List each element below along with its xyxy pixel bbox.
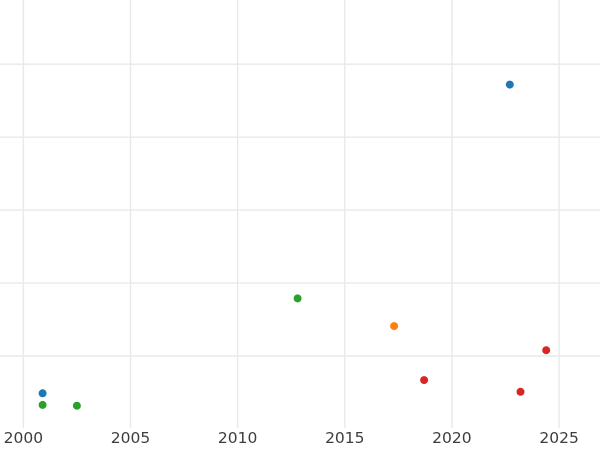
scatter-point-green xyxy=(72,401,81,410)
x-tick-label: 2020 xyxy=(432,429,471,447)
scatter-point-orange xyxy=(390,322,399,331)
x-tick-label: 2000 xyxy=(4,429,43,447)
x-tick-label: 2005 xyxy=(111,429,150,447)
scatter-point-red xyxy=(516,387,525,396)
x-tick-label: 2025 xyxy=(539,429,578,447)
scatter-point-red xyxy=(542,346,551,355)
scatter-point-blue xyxy=(505,80,514,89)
x-tick-label: 2015 xyxy=(325,429,364,447)
scatter-point-green xyxy=(293,294,302,303)
scatter-point-green xyxy=(38,400,47,409)
x-tick-label: 2010 xyxy=(218,429,257,447)
scatter-point-red xyxy=(420,376,429,385)
scatter-point-blue xyxy=(38,389,47,398)
